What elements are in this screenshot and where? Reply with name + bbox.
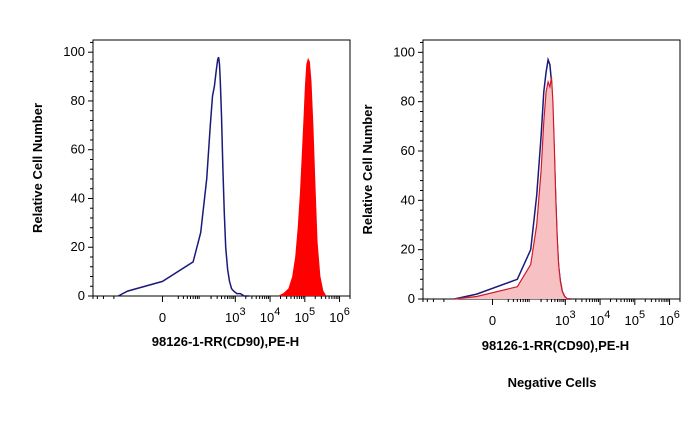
x-tick-label: 104	[260, 306, 281, 325]
y-tick-label: 20	[401, 242, 415, 257]
y-tick-label: 0	[408, 291, 415, 306]
y-tick-label: 80	[71, 93, 85, 108]
caption-negative-cells: Negative Cells	[508, 375, 597, 390]
histogram-panel-left: 0 20 40 60 80 100 0 103 104 105 106 Relative Cell N…	[30, 39, 351, 349]
histogram-outline-1	[454, 76, 572, 300]
x-tick-label: 0	[489, 313, 496, 328]
x-tick-label: 103	[555, 309, 576, 328]
x-tick-label: 0	[159, 310, 166, 325]
y-tick-label: 60	[71, 142, 85, 157]
x-tick-label: 104	[590, 309, 611, 328]
y-tick-label: 100	[63, 44, 85, 59]
x-tick-label: 105	[295, 306, 316, 325]
y-tick-label: 60	[401, 143, 415, 158]
x-tick-label: 106	[329, 306, 350, 325]
y-axis-title: Relative Cell Number	[360, 104, 375, 234]
x-tick-label: 105	[625, 309, 646, 328]
y-tick-label: 100	[393, 44, 415, 59]
histogram-panel-right: 0 20 40 60 80 100 0 103 104 105 106 Relative Cell N…	[360, 39, 681, 353]
y-tick-label: 40	[71, 190, 85, 205]
y-axis-title: Relative Cell Number	[30, 103, 45, 233]
histogram-outline-1	[278, 57, 327, 297]
x-axis-title: 98126-1-RR(CD90),PE-H	[482, 338, 629, 353]
histogram-fill-1	[454, 77, 572, 299]
x-tick-label: 103	[225, 306, 246, 325]
y-tick-label: 20	[71, 239, 85, 254]
histogram-fill-1	[278, 59, 326, 296]
y-tick-label: 0	[78, 288, 85, 303]
histogram-line-0	[117, 56, 250, 297]
y-tick-label: 80	[401, 94, 415, 109]
x-axis-title: 98126-1-RR(CD90),PE-H	[152, 334, 299, 349]
y-tick-label: 40	[401, 192, 415, 207]
x-tick-label: 106	[659, 309, 680, 328]
